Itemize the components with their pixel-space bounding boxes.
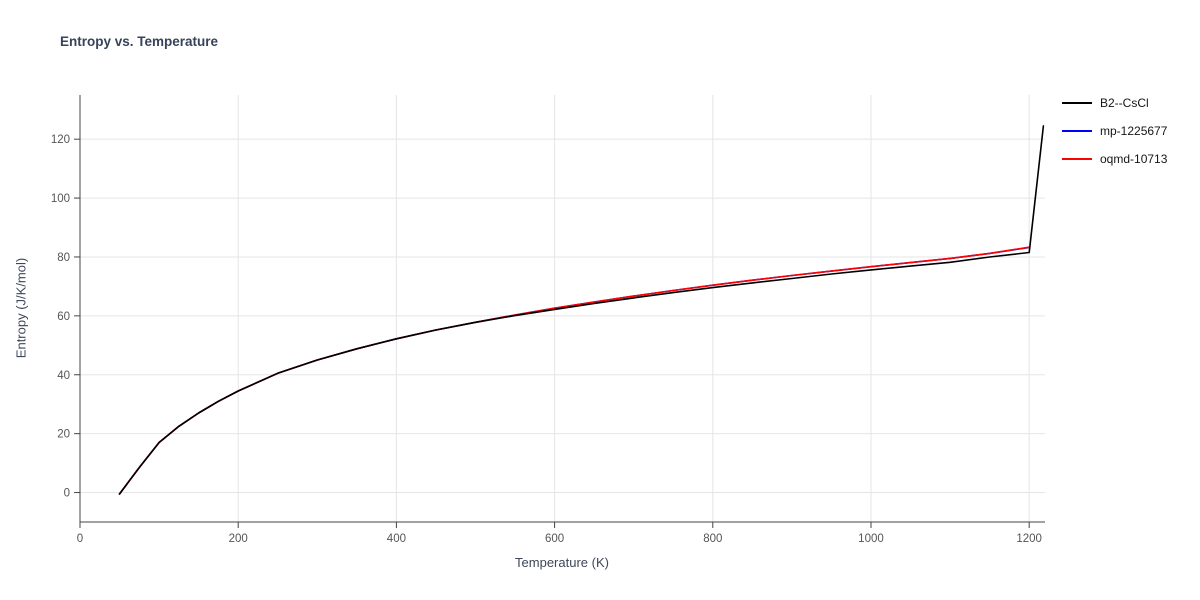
series-line-oqmd-10713 xyxy=(118,246,1030,495)
x-tick-label: 200 xyxy=(229,533,248,545)
legend-label: oqmd-10713 xyxy=(1100,152,1168,166)
y-tick-label: 100 xyxy=(51,193,70,205)
y-axis-label: Entropy (J/K/mol) xyxy=(13,257,29,359)
legend-line-swatch xyxy=(1062,102,1092,104)
legend-label: B2--CsCl xyxy=(1100,96,1149,110)
y-tick-label: 20 xyxy=(57,429,70,441)
x-axis-label: Temperature (K) xyxy=(515,555,609,570)
x-tick-label: 600 xyxy=(545,533,564,545)
x-tick-label: 400 xyxy=(387,533,406,545)
chart-title: Entropy vs. Temperature xyxy=(60,34,219,49)
legend-line-swatch xyxy=(1062,130,1092,132)
legend-item-oqmd-10713: oqmd-10713 xyxy=(1062,150,1167,168)
x-tick-label: 1000 xyxy=(858,533,884,545)
legend-line-swatch xyxy=(1062,158,1092,160)
y-tick-label: 60 xyxy=(57,311,70,323)
legend: B2--CsCl mp-1225677 oqmd-10713 xyxy=(1062,94,1167,168)
legend-item-mp-1225677: mp-1225677 xyxy=(1062,122,1167,140)
x-tick-label: 0 xyxy=(77,533,83,545)
series-line-mp-1225677 xyxy=(118,246,1030,495)
x-tick-label: 1200 xyxy=(1016,533,1042,545)
legend-item-B2--CsCl: B2--CsCl xyxy=(1062,94,1167,112)
x-tick-label: 800 xyxy=(703,533,722,545)
y-tick-label: 40 xyxy=(57,370,70,382)
y-tick-label: 80 xyxy=(57,252,70,264)
series-line-B2--CsCl xyxy=(118,125,1045,495)
y-tick-label: 120 xyxy=(51,134,70,146)
y-tick-label: 0 xyxy=(64,488,70,500)
legend-label: mp-1225677 xyxy=(1100,124,1168,138)
